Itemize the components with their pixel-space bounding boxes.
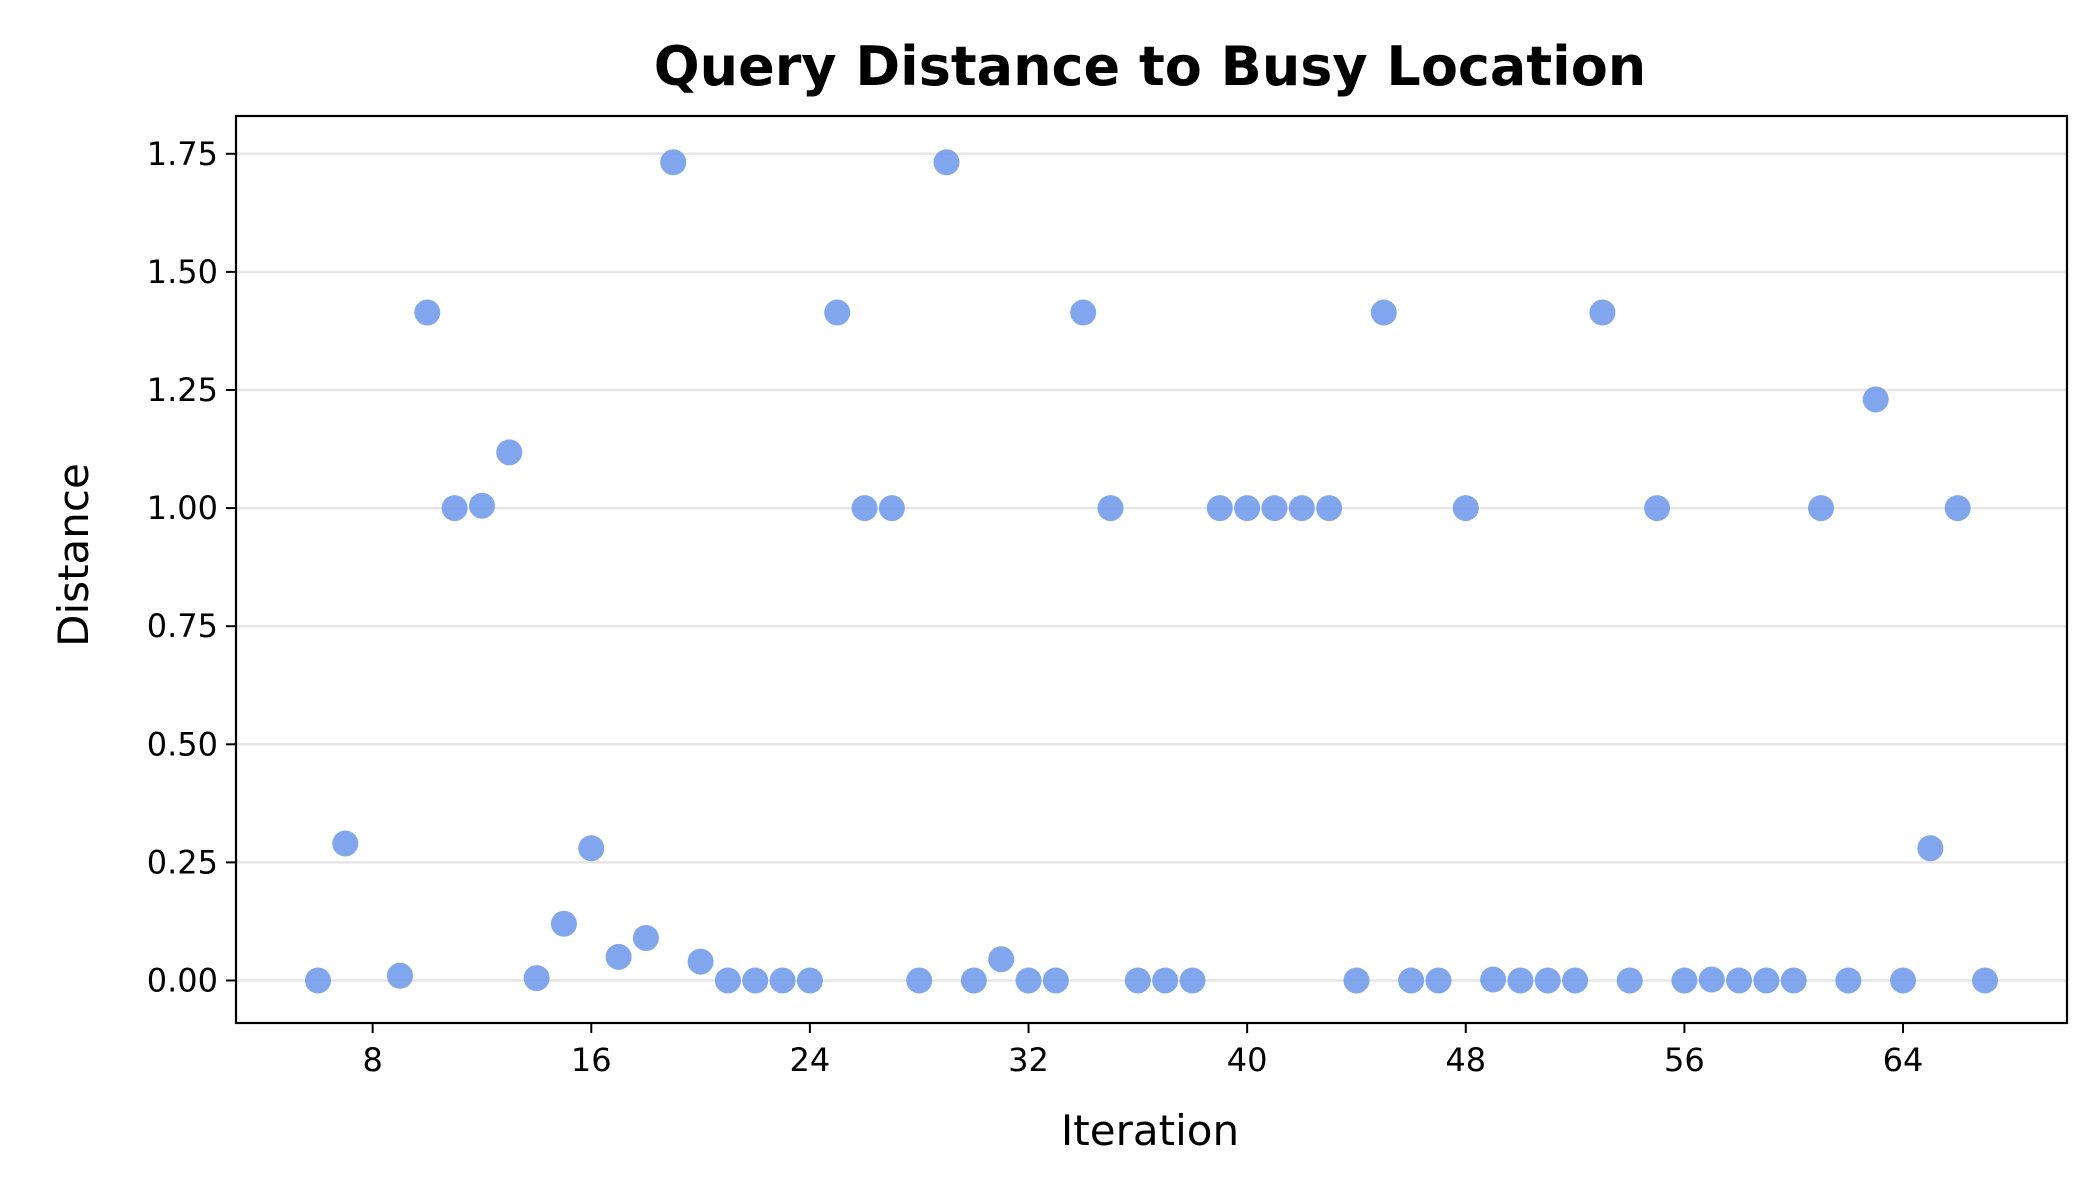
y-tick-label: 0.50 xyxy=(147,725,218,763)
data-point xyxy=(1398,967,1425,994)
x-tick-label: 8 xyxy=(362,1041,382,1079)
data-point xyxy=(468,492,495,519)
data-point xyxy=(769,967,796,994)
x-axis-ticks: 8 16 24 32 40 48 56 64 xyxy=(362,1023,1923,1079)
x-tick-label: 64 xyxy=(1883,1041,1924,1079)
data-point xyxy=(1015,967,1042,994)
plot-frame xyxy=(234,114,2069,1025)
data-point xyxy=(742,967,769,994)
data-point xyxy=(1726,967,1753,994)
data-point xyxy=(1698,966,1725,993)
x-tick-label: 48 xyxy=(1445,1041,1486,1079)
data-point xyxy=(632,924,659,951)
data-point xyxy=(1862,386,1889,413)
data-point xyxy=(1288,495,1315,522)
y-tick-label: 0.00 xyxy=(147,961,218,999)
x-axis-label: Iteration xyxy=(1061,1106,1239,1155)
data-point xyxy=(878,495,905,522)
data-point xyxy=(1316,495,1343,522)
data-point xyxy=(1507,967,1534,994)
data-point xyxy=(523,965,550,992)
data-point xyxy=(1070,299,1097,326)
data-point xyxy=(441,495,468,522)
y-tick-label: 1.50 xyxy=(147,253,218,291)
data-point xyxy=(851,495,878,522)
data-point xyxy=(687,948,714,975)
data-point xyxy=(1152,967,1179,994)
data-point xyxy=(1616,967,1643,994)
data-point xyxy=(1780,967,1807,994)
data-point xyxy=(1206,495,1233,522)
data-point xyxy=(1452,495,1479,522)
data-point xyxy=(332,830,359,857)
data-point xyxy=(550,910,577,937)
data-point xyxy=(304,967,331,994)
x-tick-label: 56 xyxy=(1664,1041,1705,1079)
y-axis-ticks: 0.00 0.25 0.50 0.75 1.00 1.25 1.50 1.75 xyxy=(147,135,236,999)
data-point xyxy=(1343,967,1370,994)
y-tick-label: 1.75 xyxy=(147,135,218,173)
data-point xyxy=(1944,495,1971,522)
data-point xyxy=(1261,495,1288,522)
data-point xyxy=(1097,495,1124,522)
y-tick-label: 1.25 xyxy=(147,371,218,409)
data-point xyxy=(414,299,441,326)
data-point xyxy=(988,946,1015,973)
data-point xyxy=(1370,299,1397,326)
data-point xyxy=(1042,967,1069,994)
data-point xyxy=(1534,967,1561,994)
data-point xyxy=(796,967,823,994)
data-point xyxy=(1234,495,1261,522)
data-point xyxy=(960,967,987,994)
y-axis-label: Distance xyxy=(49,463,98,647)
data-point xyxy=(660,149,687,176)
data-point xyxy=(1671,967,1698,994)
x-tick-label: 32 xyxy=(1008,1041,1049,1079)
data-point xyxy=(1589,299,1616,326)
data-point xyxy=(933,149,960,176)
data-point xyxy=(1179,967,1206,994)
data-point xyxy=(496,439,523,466)
data-point xyxy=(714,967,741,994)
x-tick-label: 16 xyxy=(571,1041,612,1079)
data-point xyxy=(1425,967,1452,994)
y-tick-label: 0.75 xyxy=(147,607,218,645)
data-points xyxy=(304,149,1999,994)
data-point xyxy=(1890,967,1917,994)
data-point xyxy=(1480,966,1507,993)
data-point xyxy=(906,967,933,994)
y-tick-label: 1.00 xyxy=(147,489,218,527)
data-point xyxy=(1835,967,1862,994)
data-point xyxy=(824,299,851,326)
data-point xyxy=(1644,495,1671,522)
data-point xyxy=(1808,495,1835,522)
data-point xyxy=(578,835,605,862)
data-point xyxy=(605,943,632,970)
x-tick-label: 40 xyxy=(1227,1041,1268,1079)
data-point xyxy=(1124,967,1151,994)
data-point xyxy=(1753,967,1780,994)
gridlines xyxy=(236,152,2067,982)
data-point xyxy=(386,962,413,989)
y-tick-label: 0.25 xyxy=(147,843,218,881)
data-point xyxy=(1972,967,1999,994)
chart-title: Query Distance to Busy Location xyxy=(654,35,1647,98)
x-tick-label: 24 xyxy=(790,1041,831,1079)
data-point xyxy=(1917,835,1944,862)
data-point xyxy=(1562,967,1589,994)
